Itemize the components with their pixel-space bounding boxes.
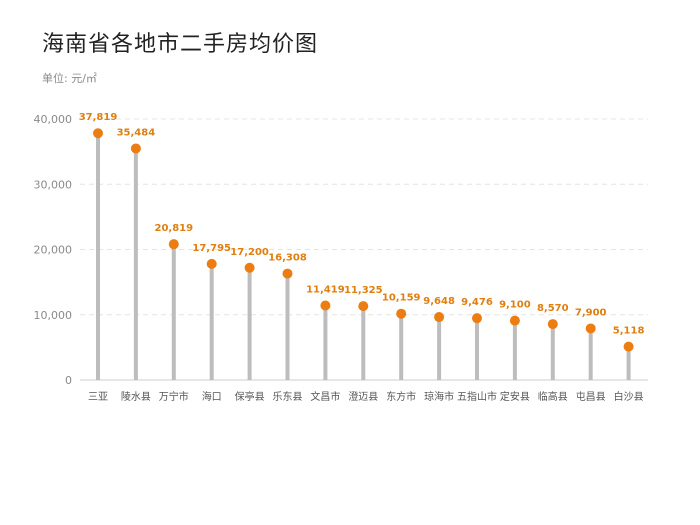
data-point	[206, 258, 217, 269]
data-point	[130, 143, 141, 154]
value-label: 11,325	[344, 285, 383, 296]
value-label: 9,476	[461, 297, 493, 308]
value-label: 17,200	[230, 247, 269, 258]
value-label: 16,308	[268, 253, 307, 264]
value-label: 35,484	[117, 127, 156, 138]
category-label: 屯昌县	[576, 390, 606, 403]
data-point	[472, 313, 482, 324]
dots	[93, 128, 634, 352]
value-label: 9,648	[423, 296, 455, 307]
category-label: 万宁市	[159, 390, 189, 403]
category-label: 白沙县	[614, 390, 644, 403]
category-label: 澄迈县	[348, 390, 378, 403]
data-point	[396, 308, 407, 319]
data-point	[434, 312, 445, 323]
data-point	[244, 262, 255, 273]
stems	[96, 133, 631, 380]
y-tick-label: 30,000	[34, 178, 73, 191]
value-label: 17,795	[192, 243, 231, 254]
data-point	[547, 319, 558, 330]
category-label: 海口	[202, 390, 222, 403]
value-label: 10,159	[382, 293, 421, 304]
category-label: 陵水县	[121, 391, 151, 403]
chart-title: 海南省各地市二手房均价图	[42, 32, 319, 57]
data-point	[282, 268, 293, 279]
value-label: 20,819	[155, 223, 194, 234]
data-point	[93, 128, 103, 139]
data-point	[623, 341, 634, 352]
y-tick-label: 10,000	[34, 309, 73, 322]
category-label: 保亭县	[235, 390, 265, 403]
data-point	[320, 300, 331, 311]
data-point	[585, 323, 596, 334]
category-label: 文昌市	[310, 390, 340, 403]
y-tick-label: 20,000	[34, 244, 73, 257]
chart-unit-label: 单位: 元/㎡	[42, 72, 97, 85]
value-label: 37,819	[79, 112, 118, 123]
value-label: 7,900	[575, 307, 607, 318]
category-label: 东方市	[386, 390, 416, 403]
value-label: 8,570	[537, 303, 569, 314]
category-label: 三亚	[88, 392, 108, 403]
y-tick-label: 0	[65, 374, 72, 387]
category-label: 五指山市	[457, 390, 497, 403]
value-label: 9,100	[499, 300, 531, 311]
data-point	[168, 239, 179, 250]
value-label: 5,118	[613, 326, 645, 337]
category-label: 琼海市	[424, 390, 454, 403]
y-tick-label: 40,000	[34, 113, 73, 126]
value-label: 11,419	[306, 284, 345, 295]
y-axis-ticks: 0 10,000 20,000 30,000 40,000	[34, 113, 73, 387]
category-label: 乐东县	[273, 390, 303, 403]
data-point	[509, 315, 520, 326]
data-point	[358, 301, 369, 312]
category-label: 定安县	[500, 390, 530, 403]
category-label: 临高县	[538, 390, 568, 403]
category-labels: 三亚 陵水县 万宁市 海口 保亭县 乐东县 文昌市 澄迈县 东方市 琼海市 五指山市 定安县 临高县 屯昌…	[88, 390, 644, 403]
